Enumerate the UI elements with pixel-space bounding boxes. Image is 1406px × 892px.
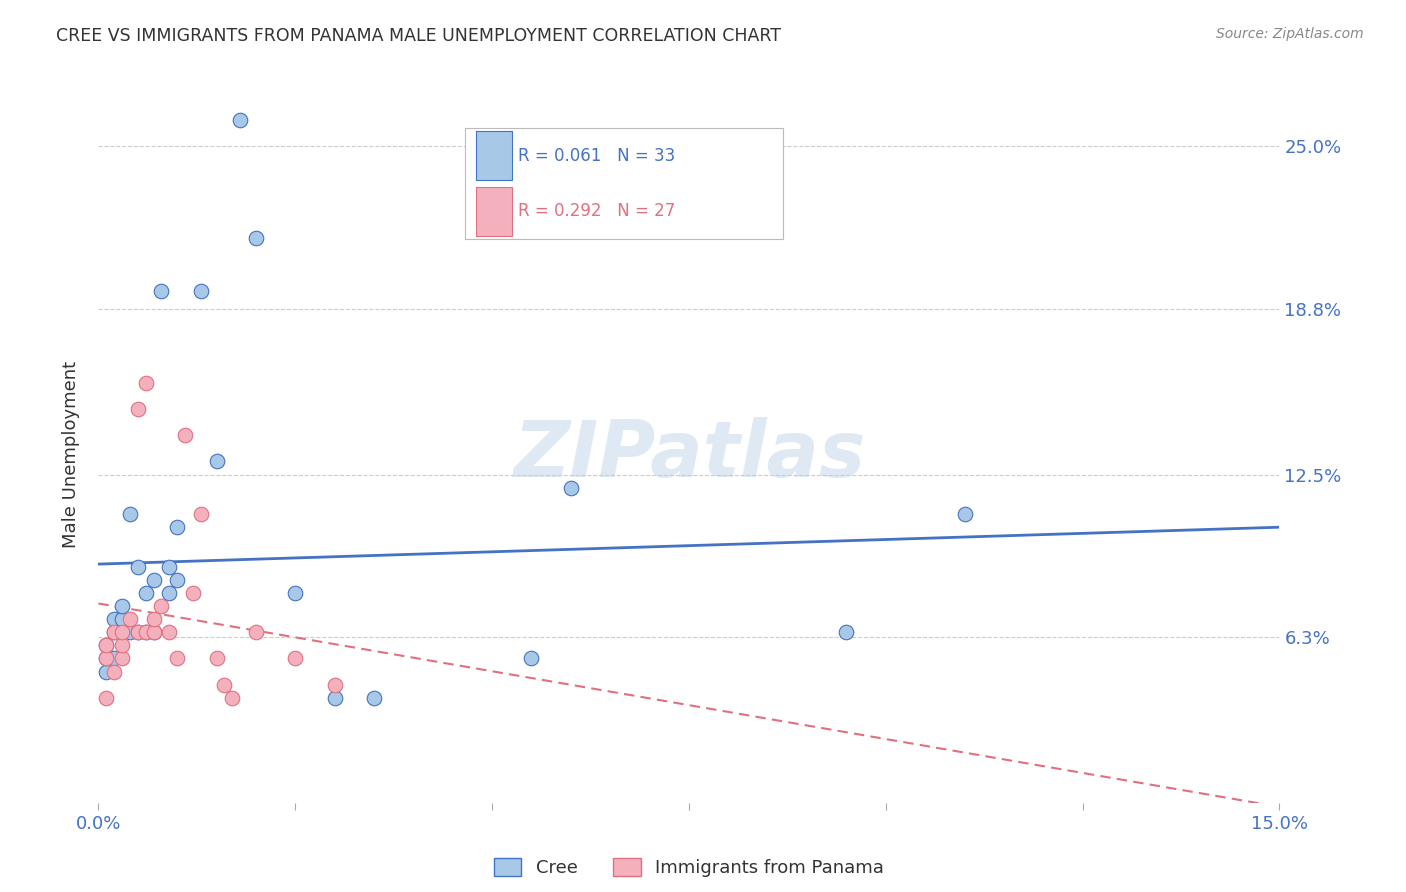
Point xyxy=(181,586,204,600)
Point xyxy=(190,284,212,298)
Bar xyxy=(477,131,512,180)
Point xyxy=(142,625,165,640)
Point xyxy=(103,625,125,640)
Point xyxy=(174,428,197,442)
Point xyxy=(118,612,141,626)
Point xyxy=(166,520,188,534)
Point xyxy=(363,690,385,705)
Point xyxy=(111,625,134,640)
Point xyxy=(142,573,165,587)
Point xyxy=(96,690,118,705)
Point xyxy=(284,586,307,600)
Point xyxy=(135,625,157,640)
Point xyxy=(284,651,307,665)
Point xyxy=(166,651,188,665)
Point xyxy=(142,625,165,640)
Point xyxy=(520,651,543,665)
Y-axis label: Male Unemployment: Male Unemployment xyxy=(62,361,80,549)
Point xyxy=(150,284,173,298)
Point xyxy=(245,231,267,245)
Point xyxy=(96,665,118,679)
Point xyxy=(118,625,141,640)
Point xyxy=(157,586,180,600)
Point xyxy=(560,481,582,495)
Point xyxy=(835,625,858,640)
FancyBboxPatch shape xyxy=(464,128,783,239)
Point xyxy=(953,507,976,521)
Bar xyxy=(477,187,512,235)
Point xyxy=(96,638,118,652)
Text: Source: ZipAtlas.com: Source: ZipAtlas.com xyxy=(1216,27,1364,41)
Point xyxy=(205,454,228,468)
Point xyxy=(214,678,236,692)
Point xyxy=(142,612,165,626)
Point xyxy=(111,638,134,652)
Point xyxy=(96,651,118,665)
Point xyxy=(103,625,125,640)
Point xyxy=(135,376,157,390)
Point xyxy=(323,678,346,692)
Point xyxy=(205,651,228,665)
Text: ZIPatlas: ZIPatlas xyxy=(513,417,865,493)
Point xyxy=(127,559,149,574)
Point xyxy=(150,599,173,613)
Text: R = 0.292   N = 27: R = 0.292 N = 27 xyxy=(517,202,675,220)
Point xyxy=(157,625,180,640)
Point xyxy=(118,507,141,521)
Point xyxy=(221,690,243,705)
Point xyxy=(135,586,157,600)
Point xyxy=(111,599,134,613)
Point xyxy=(96,651,118,665)
Point xyxy=(111,625,134,640)
Point xyxy=(111,612,134,626)
Point xyxy=(157,559,180,574)
Point xyxy=(127,625,149,640)
Point xyxy=(323,690,346,705)
Point xyxy=(229,113,252,128)
Point xyxy=(96,638,118,652)
Point xyxy=(127,401,149,416)
Legend: Cree, Immigrants from Panama: Cree, Immigrants from Panama xyxy=(486,850,891,884)
Point xyxy=(166,573,188,587)
Point xyxy=(103,665,125,679)
Text: R = 0.061   N = 33: R = 0.061 N = 33 xyxy=(517,147,675,165)
Point xyxy=(103,612,125,626)
Point xyxy=(245,625,267,640)
Point xyxy=(135,625,157,640)
Point xyxy=(190,507,212,521)
Point xyxy=(127,625,149,640)
Point xyxy=(111,651,134,665)
Text: CREE VS IMMIGRANTS FROM PANAMA MALE UNEMPLOYMENT CORRELATION CHART: CREE VS IMMIGRANTS FROM PANAMA MALE UNEM… xyxy=(56,27,782,45)
Point xyxy=(103,651,125,665)
